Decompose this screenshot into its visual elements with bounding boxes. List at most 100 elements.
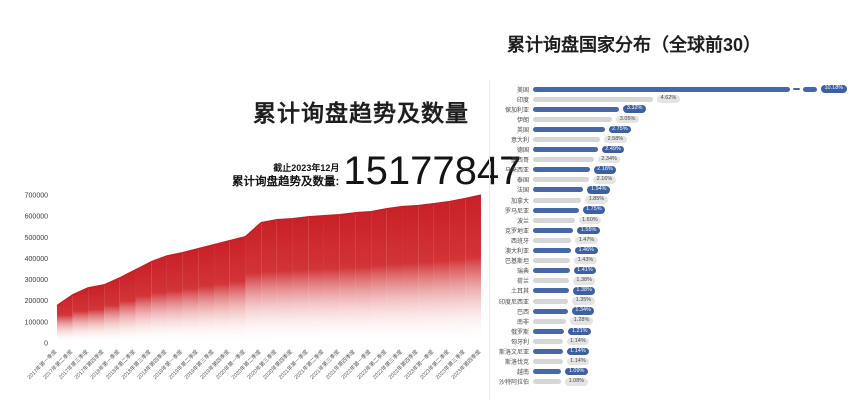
total-stat: 截止2023年12月 累计询盘趋势及数量: 15177847 [232,151,521,191]
y-tick-label: 400000 [25,256,48,263]
country-bar [533,328,565,334]
trend-area-chart: 0 100000 200000 300000 400000 500000 600000 700… [25,193,483,381]
area-fill-segment [166,252,183,343]
country-label: 意大利 [510,138,529,145]
area-fill-segment [339,212,356,343]
value-badge: 2.34% [597,155,621,164]
country-label: 伊朗 [516,117,529,124]
bar-row: 西班牙 1.47% [495,235,851,245]
value-badge: 1.75% [582,206,606,214]
trend-chart-title: 累计询盘趋势及数量 [253,100,469,126]
bar-row: 越南 1.09% [495,367,851,377]
y-tick-label: 600000 [25,214,48,221]
country-bar [533,86,790,92]
total-stat-labels: 截止2023年12月 累计询盘趋势及数量: [232,152,339,190]
area-fill-segment [433,201,450,343]
country-label: 罗马尼亚 [504,208,529,215]
value-badge: 1.21% [568,327,592,336]
area-fill-segment [104,277,120,343]
bar-row: 瑞典 1.41% [495,266,851,276]
value-badge: 2.49% [601,145,625,154]
value-badge: 1.09% [565,367,588,376]
bar-row: 保加利亚 3.32% [495,104,851,114]
country-bar [533,177,590,183]
value-badge: 4.62% [657,95,680,103]
area-fill-segment [465,195,481,343]
y-tick-label: 200000 [25,298,48,305]
bar-row: 墨西哥 2.34% [495,155,851,165]
bar-row: 印度 4.62% [495,94,851,104]
value-badge: 1.08% [565,378,588,386]
country-bar [533,278,569,284]
value-badge: 1.85% [585,196,608,204]
country-bar [533,167,590,173]
distribution-chart-title: 累计询盘国家分布（全球前30） [507,35,762,55]
area-fill-segment [261,219,277,343]
country-bar [533,137,601,143]
area-fill-segment [151,255,167,343]
y-tick-label: 300000 [25,277,48,284]
area-fill-segment [214,240,230,343]
area-fill-segment [88,284,105,343]
country-label: 荷兰 [516,279,529,286]
value-badge: 1.38% [572,277,596,285]
area-fill-segment [229,236,246,343]
country-bars: 美国 10.18% 印度 4.62% 保加利亚 3.32% 伊朗 3.05% 英国 2.75% 意大… [495,84,851,387]
value-badge: 1.94% [587,186,611,194]
country-label: 土耳其 [510,289,529,296]
country-label: 越南 [516,370,529,377]
country-label: 斯洛伐克 [504,360,529,367]
country-label: 沙特阿拉伯 [498,380,529,387]
country-label: 俄罗斯 [510,329,529,336]
country-label: 澳大利亚 [504,249,529,256]
bar-row: 泰国 2.16% [495,175,851,185]
value-badge: 1.34% [571,307,595,315]
bar-row: 马来西亚 2.18% [495,165,851,175]
area-fill-segment [418,203,434,343]
area-fill-segment [292,216,309,343]
value-badge: 1.43% [574,256,597,265]
bar-row: 斯洛文尼亚 1.14% [495,346,851,356]
area-fill-segment [386,206,403,343]
country-bar [533,207,579,213]
country-bar [533,258,571,264]
country-label: 波兰 [516,218,529,225]
bar-row: 英国 2.75% [495,124,851,134]
area-fill-segment [245,222,262,343]
country-label: 印度尼西亚 [498,299,529,306]
value-badge: 2.58% [604,135,627,144]
y-tick-label: 700000 [25,193,48,200]
country-label: 加拿大 [510,198,529,205]
total-value: 15177847 [343,149,522,193]
y-tick-label: 500000 [25,235,48,242]
panel-divider [489,80,490,400]
area-fill-segment [371,208,387,343]
bar-row: 沙特阿拉伯 1.08% [495,377,851,387]
area-fill-segment [402,205,419,343]
value-badge: 2.18% [593,166,617,174]
country-bar [533,318,567,324]
bar-row: 土耳其 1.38% [495,286,851,296]
area-top-line [56,194,482,307]
country-label: 德国 [516,148,529,155]
value-badge: 1.28% [570,317,593,325]
value-badge: 3.32% [623,105,646,113]
bar-break-dash [793,87,800,91]
country-bar [533,227,574,233]
area-fill-segment [72,287,89,343]
value-badge: 1.14% [566,347,590,356]
bar-row: 德国 2.49% [495,145,851,155]
bar-row: 美国 10.18% [495,84,851,94]
country-bar [533,379,562,385]
country-label: 斯洛文尼亚 [498,349,529,356]
country-bar [533,197,582,203]
country-bar [533,248,571,254]
bar-row: 澳大利亚 1.46% [495,246,851,256]
area-fill-segment [135,261,152,343]
bar-row: 印度尼西亚 1.35% [495,296,851,306]
bar-row: 伊朗 3.05% [495,114,851,124]
bar-row: 俄罗斯 1.21% [495,326,851,336]
area-fill-segment [119,269,136,343]
value-badge: 1.14% [566,357,590,366]
